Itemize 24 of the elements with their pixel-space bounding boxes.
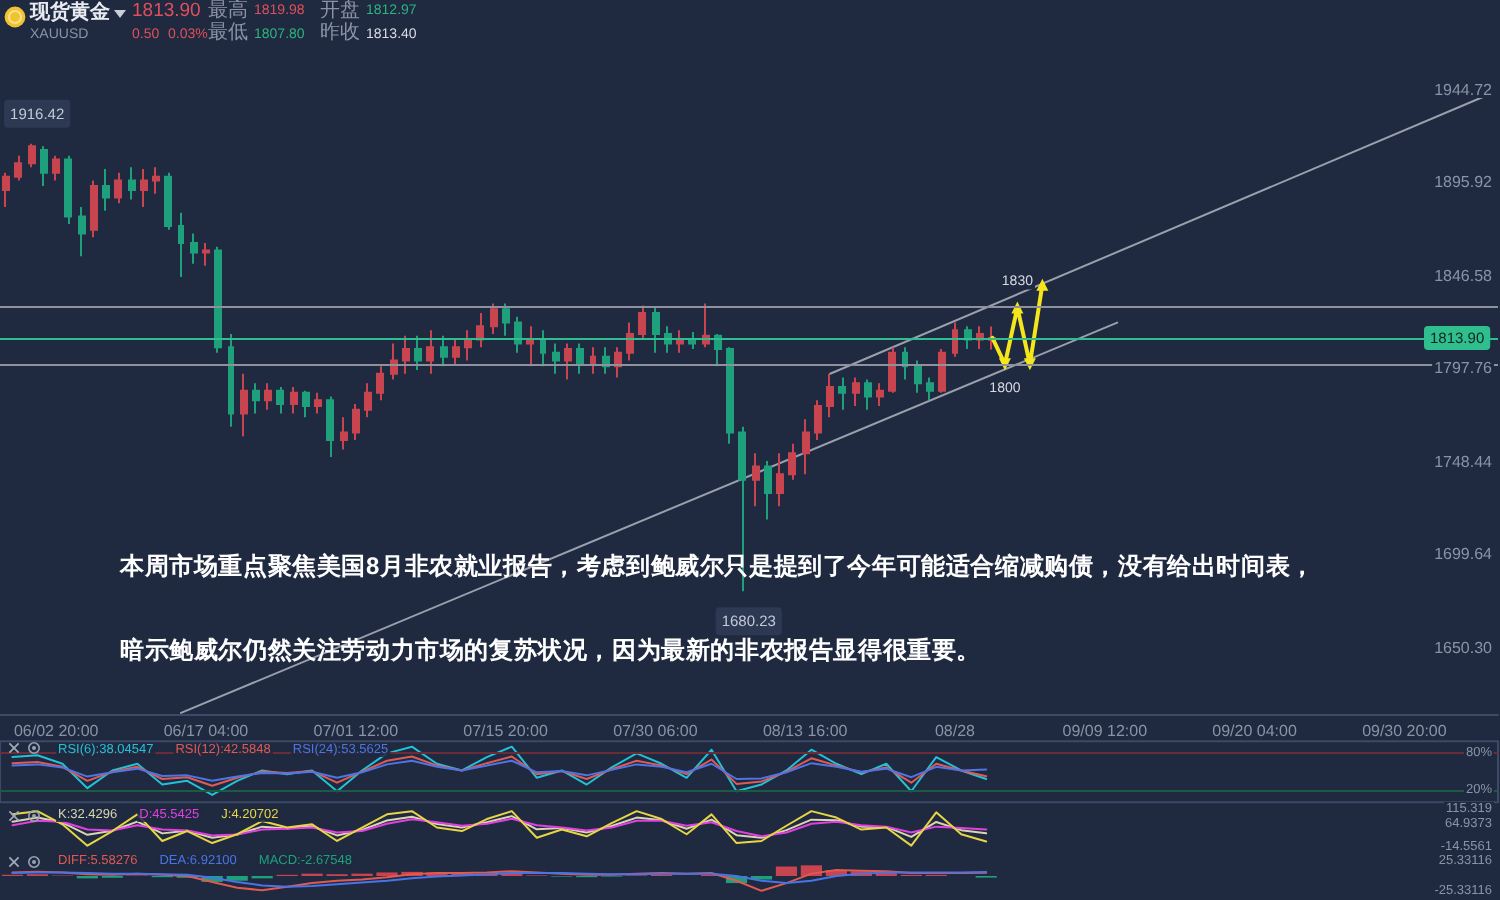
x-tick-label: 09/20 04:00 [1212, 721, 1298, 740]
x-tick-label: 08/28 [934, 721, 977, 740]
y-tick-label: 1650.30 [1434, 638, 1494, 657]
y-tick-label: 1846.58 [1434, 266, 1494, 285]
annotation: 昨收 [320, 22, 360, 44]
annotation: 开盘 [320, 0, 360, 22]
x-tick-label: 09/30 20:00 [1362, 721, 1448, 740]
annotation: 1813.90 [132, 0, 201, 23]
annotation: 本周市场重点聚焦美国8月非农就业报告，考虑到鲍威尔只是提到了今年可能适合缩减购债，没有给出时间表， [120, 552, 1315, 580]
annotation: 最低 [208, 22, 248, 44]
y-tick-label: 1699.64 [1434, 545, 1494, 564]
x-tick-label: 07/15 20:00 [463, 721, 549, 740]
y-tick-label: 1797.76 [1434, 359, 1494, 378]
x-tick-label: 06/17 04:00 [163, 721, 250, 740]
x-tick-label: 07/01 12:00 [313, 721, 400, 740]
y-tick-label: 1748.44 [1434, 452, 1494, 471]
x-tick-label: 08/13 16:00 [762, 721, 849, 740]
y-tick-label: 1944.72 [1434, 81, 1494, 99]
annotation: 暗示鲍威尔仍然关注劳动力市场的复苏状况，因为最新的非农报告显得很重要。 [120, 636, 981, 664]
x-tick-label: 09/09 12:00 [1062, 721, 1149, 740]
chart-title: 现货黄金 [30, 2, 110, 24]
x-tick-label: 07/30 06:00 [613, 721, 699, 740]
y-tick-label: 1895.92 [1434, 173, 1494, 192]
x-tick-label: 06/02 20:00 [13, 721, 100, 740]
